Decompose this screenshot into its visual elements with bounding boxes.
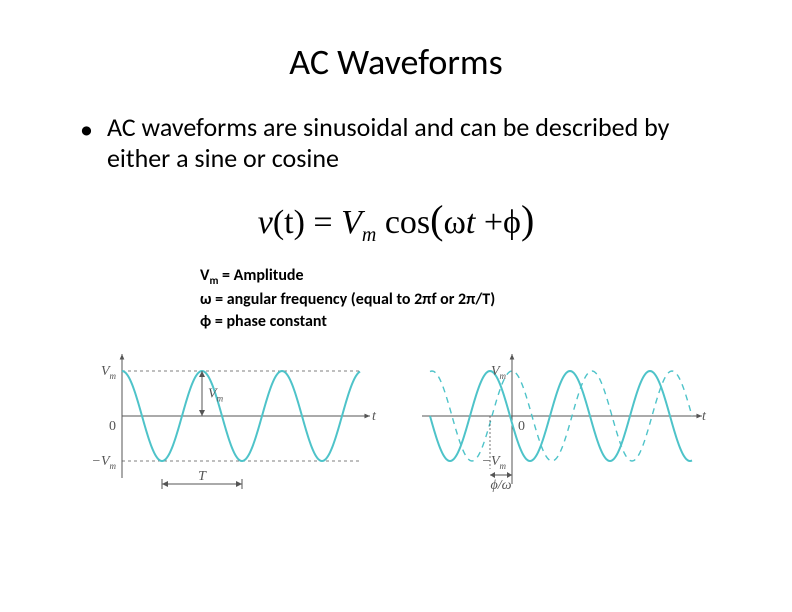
eq-V: V [341,204,362,241]
eq-plus: + [484,204,503,241]
equation: v(t) = Vm cos(ωt +ϕ) [70,196,722,247]
svg-text:ϕ/ω: ϕ/ω [490,478,511,493]
svg-text:Vm: Vm [208,387,224,404]
svg-text:0: 0 [518,419,525,434]
chart-right: Vm −Vm 0 t ϕ/ω [402,346,712,496]
bullet-dot: • [80,114,93,145]
eq-equals: = [313,204,332,241]
eq-omega: ω [444,204,466,241]
eq-v: v [258,204,273,241]
eq-t: t [466,204,475,241]
bullet-item: • AC waveforms are sinusoidal and can be… [70,112,722,174]
eq-m: m [362,224,376,246]
svg-text:−Vm: −Vm [92,454,117,471]
charts-row: Vm −Vm 0 t Vm T Vm −Vm 0 t ϕ/ω [70,346,722,496]
svg-text:t: t [702,409,707,424]
chart-left: Vm −Vm 0 t Vm T [80,346,390,496]
svg-text:−Vm: −Vm [482,454,507,471]
eq-rparen: ) [521,197,534,242]
chart-right-svg: Vm −Vm 0 t ϕ/ω [402,346,712,496]
slide: AC Waveforms • AC waveforms are sinusoid… [0,0,792,612]
eq-cos: cos [385,204,430,241]
eq-paren-t: (t) [273,204,305,241]
def-omega: ω = angular frequency (equal to 2πf or 2… [200,289,722,311]
def-phi: ϕ = phase constant [200,311,722,333]
svg-text:0: 0 [109,419,116,434]
eq-lparen: ( [430,197,443,242]
definitions: Vm = Amplitude ω = angular frequency (eq… [70,265,722,332]
slide-title: AC Waveforms [70,40,722,84]
svg-text:Vm: Vm [101,364,117,381]
def-amplitude: Vm = Amplitude [200,265,722,289]
svg-text:Vm: Vm [491,364,507,381]
svg-text:t: t [372,409,377,424]
svg-text:T: T [198,469,207,484]
bullet-text: AC waveforms are sinusoidal and can be d… [107,112,722,174]
eq-phi: ϕ [503,204,521,241]
chart-left-svg: Vm −Vm 0 t Vm T [80,346,390,496]
